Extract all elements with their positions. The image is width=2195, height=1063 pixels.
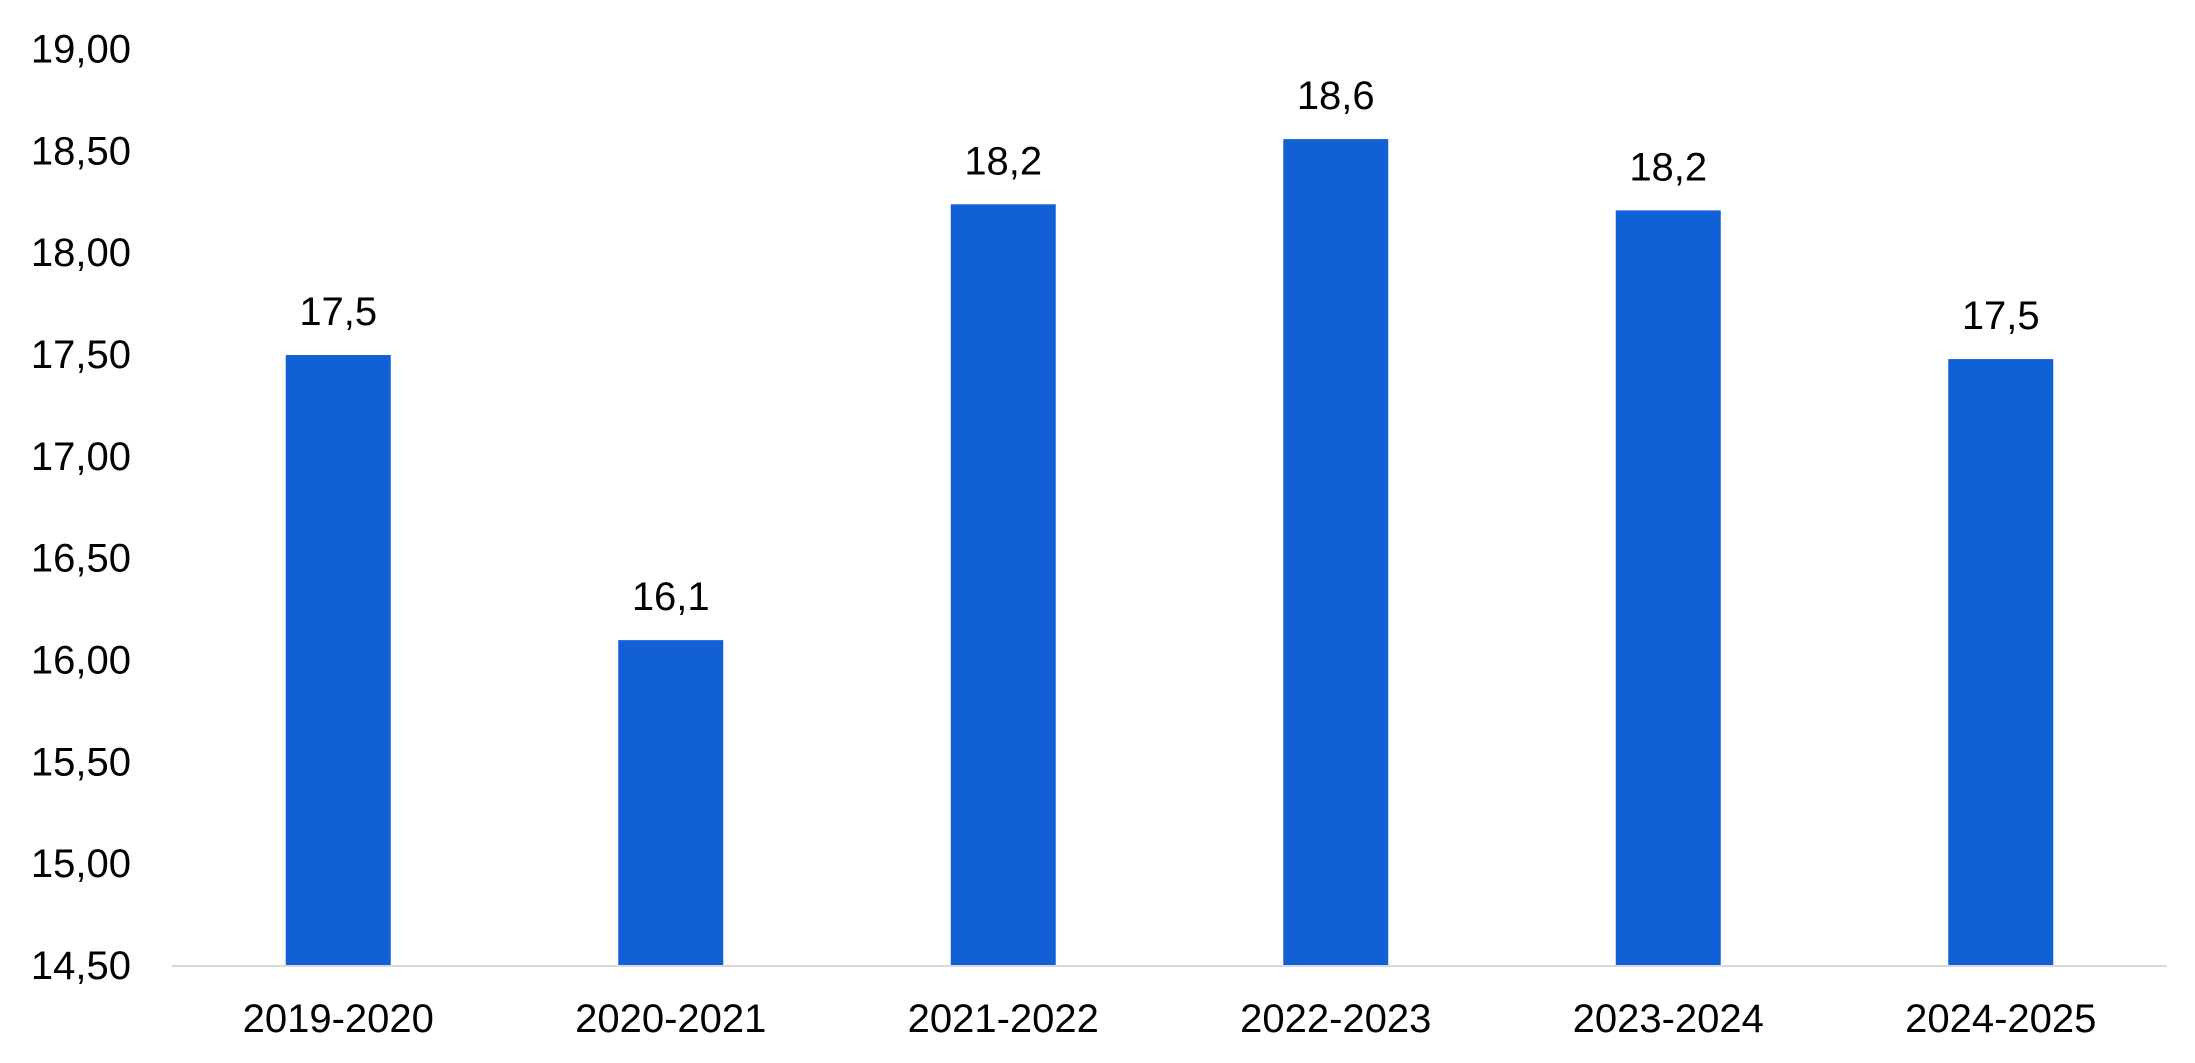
- data-label: 18,6: [1297, 74, 1375, 118]
- x-category-label: 2023-2024: [1573, 997, 1764, 1041]
- data-label: 16,1: [632, 575, 710, 619]
- data-label: 18,2: [1629, 145, 1707, 189]
- bar-2024-2025: [1948, 359, 2054, 966]
- bar-2022-2023: [1283, 139, 1389, 966]
- x-axis-category-labels: 2019-2020 2020-2021 2021-2022 2022-2023 2023…: [243, 997, 2097, 1041]
- x-category-label: 2024-2025: [1905, 997, 2096, 1041]
- bar-2019-2020: [285, 355, 391, 966]
- bar-2020-2021: [618, 640, 724, 966]
- y-tick-label: 17,00: [31, 435, 131, 479]
- x-category-label: 2020-2021: [575, 997, 766, 1041]
- data-label: 18,2: [964, 139, 1042, 183]
- y-tick-label: 18,00: [31, 231, 131, 275]
- y-tick-label: 14,50: [31, 944, 131, 988]
- bar-2023-2024: [1615, 210, 1721, 966]
- data-labels: 17,5 16,1 18,2 18,6 18,2 17,5: [299, 74, 2039, 619]
- data-label: 17,5: [299, 290, 377, 334]
- y-tick-label: 19,00: [31, 28, 131, 72]
- y-tick-label: 18,50: [31, 129, 131, 173]
- x-category-label: 2021-2022: [908, 997, 1099, 1041]
- y-tick-label: 16,50: [31, 537, 131, 581]
- y-tick-label: 15,00: [31, 842, 131, 886]
- x-category-label: 2019-2020: [243, 997, 434, 1041]
- data-label: 17,5: [1962, 294, 2040, 338]
- y-tick-label: 17,50: [31, 333, 131, 377]
- y-tick-label: 15,50: [31, 740, 131, 784]
- y-tick-label: 16,00: [31, 639, 131, 683]
- bars: [285, 139, 2054, 966]
- bar-2021-2022: [950, 204, 1056, 966]
- y-axis-tick-labels: 14,50 15,00 15,50 16,00 16,50 17,00 17,50 18,00…: [31, 28, 131, 989]
- x-category-label: 2022-2023: [1240, 997, 1431, 1041]
